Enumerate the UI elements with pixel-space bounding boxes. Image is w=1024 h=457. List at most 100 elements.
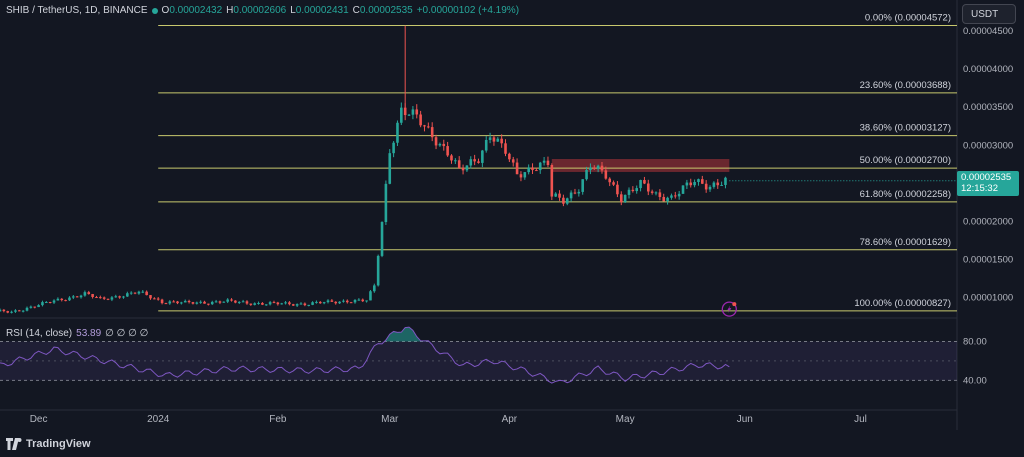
candle-body bbox=[569, 192, 573, 199]
candle-body bbox=[380, 222, 384, 256]
candle-body bbox=[234, 300, 237, 303]
candle-body bbox=[126, 293, 129, 297]
candle-body bbox=[716, 182, 720, 186]
close-label: C bbox=[352, 5, 360, 16]
candle-body bbox=[199, 301, 202, 303]
candle-body bbox=[222, 301, 226, 303]
candle-body bbox=[307, 304, 311, 306]
candle-body bbox=[527, 167, 530, 173]
candle-body bbox=[608, 178, 612, 183]
candle-body bbox=[14, 310, 17, 312]
price-axis-label: 0.00002000 bbox=[963, 216, 1013, 227]
candle-body bbox=[268, 302, 272, 305]
time-axis-label: May bbox=[616, 414, 635, 425]
candle-body bbox=[407, 114, 411, 116]
candle-body bbox=[481, 150, 484, 163]
candle-body bbox=[168, 301, 172, 304]
candle-body bbox=[511, 159, 515, 163]
price-axis-label: 0.00001000 bbox=[963, 293, 1013, 304]
fib-level-label: 23.60% (0.00003688) bbox=[860, 80, 951, 91]
candle-body bbox=[473, 159, 476, 162]
candle-body bbox=[99, 297, 102, 299]
candle-body bbox=[446, 146, 449, 156]
candle-body bbox=[60, 298, 64, 301]
currency-button[interactable]: USDT bbox=[962, 4, 1016, 24]
candle-body bbox=[670, 195, 673, 198]
fib-level-label: 100.00% (0.00000827) bbox=[854, 298, 951, 309]
candle-body bbox=[122, 296, 125, 298]
candle-body bbox=[180, 302, 183, 304]
candle-body bbox=[288, 302, 291, 305]
candle-body bbox=[627, 189, 631, 195]
candle-body bbox=[581, 179, 584, 192]
candle-body bbox=[515, 162, 519, 175]
candle-body bbox=[64, 300, 67, 302]
candle-body bbox=[689, 182, 693, 186]
candle-body bbox=[392, 142, 395, 154]
time-axis-label: Feb bbox=[269, 414, 287, 425]
time-axis-label: 2024 bbox=[147, 414, 170, 425]
status-dot bbox=[151, 7, 158, 14]
candle-body bbox=[241, 301, 245, 303]
tradingview-logo[interactable]: TradingView bbox=[6, 438, 91, 450]
bar-countdown: 12:15:32 bbox=[961, 183, 998, 194]
candle-body bbox=[172, 301, 175, 303]
candle-body bbox=[114, 296, 118, 298]
candle-body bbox=[469, 159, 473, 166]
fib-level-label: 38.60% (0.00003127) bbox=[860, 123, 951, 134]
candle-body bbox=[249, 303, 253, 305]
candle-body bbox=[369, 291, 372, 301]
candle-body bbox=[349, 302, 353, 304]
lightning-icon[interactable] bbox=[721, 301, 737, 317]
candle-body bbox=[87, 292, 91, 295]
candle-body bbox=[697, 179, 700, 182]
candle-body bbox=[504, 143, 507, 154]
candle-body bbox=[523, 172, 527, 178]
rsi-band bbox=[0, 341, 957, 381]
candle-body bbox=[720, 184, 723, 186]
candle-body bbox=[37, 305, 40, 308]
candle-body bbox=[646, 183, 650, 192]
fib-level-label: 61.80% (0.00002258) bbox=[860, 189, 951, 200]
candle-body bbox=[145, 291, 148, 296]
candle-body bbox=[558, 193, 561, 198]
symbol-title[interactable]: SHIB / TetherUS, 1D, BINANCE bbox=[6, 5, 148, 16]
candle-body bbox=[322, 302, 326, 304]
candle-body bbox=[195, 302, 199, 304]
low-label: L bbox=[290, 5, 296, 16]
price-axis-label: 0.00003000 bbox=[963, 140, 1013, 151]
candle-body bbox=[95, 297, 98, 299]
candle-body bbox=[253, 303, 256, 305]
candle-body bbox=[345, 300, 349, 303]
candle-body bbox=[454, 160, 457, 162]
candle-body bbox=[365, 300, 368, 302]
candle-body bbox=[465, 165, 469, 171]
candle-body bbox=[68, 297, 71, 301]
candle-body bbox=[276, 302, 280, 305]
candle-body bbox=[542, 160, 546, 163]
high-label: H bbox=[226, 5, 234, 16]
rsi-title[interactable]: RSI (14, close) bbox=[6, 328, 73, 339]
candle-body bbox=[419, 114, 422, 126]
candle-body bbox=[79, 295, 83, 298]
candle-body bbox=[531, 167, 534, 171]
high-value: 0.00002606 bbox=[233, 5, 287, 16]
candle-body bbox=[75, 296, 79, 298]
candle-body bbox=[654, 192, 658, 194]
candle-body bbox=[133, 292, 137, 294]
candle-body bbox=[612, 182, 615, 185]
candle-body bbox=[25, 307, 29, 311]
candle-body bbox=[272, 302, 276, 304]
candle-body bbox=[342, 300, 345, 302]
candle-body bbox=[708, 186, 712, 190]
brand-name: TradingView bbox=[26, 438, 91, 450]
candle-body bbox=[442, 143, 446, 147]
rsi-placeholders: ∅ ∅ ∅ ∅ bbox=[105, 328, 149, 339]
resistance-zone[interactable] bbox=[551, 158, 730, 172]
candle-body bbox=[538, 162, 542, 171]
candle-body bbox=[176, 301, 179, 304]
candle-body bbox=[438, 143, 442, 146]
candle-body bbox=[450, 155, 453, 161]
